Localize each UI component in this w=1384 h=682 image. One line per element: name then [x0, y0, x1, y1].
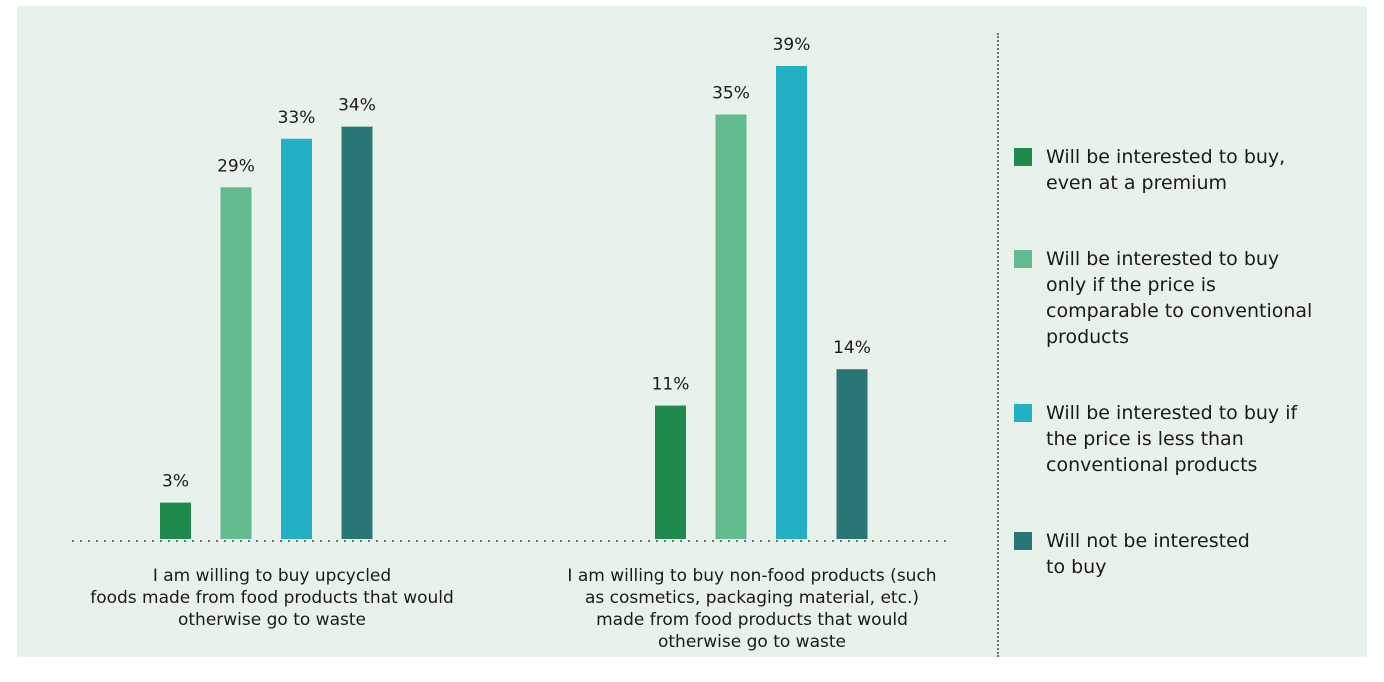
bar-upcycled-foods-lower-price	[281, 138, 312, 539]
legend-swatch-comparable-price	[1014, 250, 1032, 268]
legend-swatch-not-interested	[1014, 532, 1032, 550]
bar-upcycled-foods-comparable-price	[220, 187, 252, 540]
bar-non-food-products-premium	[655, 405, 686, 539]
data-label-upcycled-foods-not-interested: 34%	[338, 96, 376, 116]
data-label-upcycled-foods-lower-price: 33%	[278, 108, 316, 128]
legend-label-lower-price: Will be interested to buy if the price i…	[1046, 402, 1298, 476]
bar-chart: 3% 29% 33% 34% 11% 35% 39% 14%	[72, 35, 952, 542]
data-label-non-food-products-premium: 11%	[652, 375, 690, 395]
category-label-non-food-products: I am willing to buy non-food products (s…	[567, 566, 937, 652]
legend-divider	[997, 33, 999, 657]
data-label-upcycled-foods-comparable-price: 29%	[217, 156, 255, 176]
data-label-non-food-products-lower-price: 39%	[773, 35, 811, 55]
legend-swatch-premium	[1014, 148, 1032, 166]
bar-non-food-products-lower-price	[776, 66, 807, 539]
data-label-non-food-products-not-interested: 14%	[833, 338, 871, 358]
chart-panel: 3% 29% 33% 34% 11% 35% 39% 14% I am willing to …	[17, 6, 1367, 657]
legend-label-premium: Will be interested to buy, even at a pre…	[1046, 146, 1286, 194]
data-label-upcycled-foods-premium: 3%	[162, 472, 189, 492]
bars-group	[160, 66, 868, 540]
bar-non-food-products-comparable-price	[715, 114, 747, 539]
bar-upcycled-foods-premium	[160, 502, 191, 539]
legend-label-not-interested: Will not be interested to buy	[1046, 530, 1250, 578]
legend-swatch-lower-price	[1014, 404, 1032, 422]
data-label-non-food-products-comparable-price: 35%	[712, 84, 750, 104]
bar-labels-group: 3% 29% 33% 34% 11% 35% 39% 14%	[162, 35, 871, 492]
bar-non-food-products-not-interested	[836, 369, 868, 539]
bar-upcycled-foods-not-interested	[341, 126, 373, 540]
legend-label-comparable-price: Will be interested to buy only if the pr…	[1046, 248, 1313, 348]
category-label-upcycled-foods: I am willing to buy upcycled foods made …	[90, 566, 454, 630]
